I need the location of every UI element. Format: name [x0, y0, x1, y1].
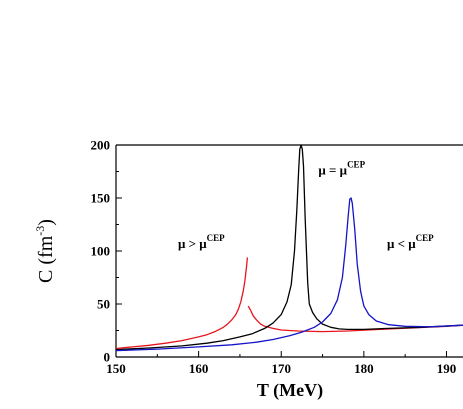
- series-line: [115, 144, 463, 351]
- curve-annotation: μ > μCEP: [178, 233, 225, 251]
- series-segment: [115, 197, 463, 352]
- annotation-base: μ < μ: [387, 236, 416, 251]
- series-line: [115, 257, 463, 350]
- ticks: 150 160 170 180 190 0 50 100 150 200: [91, 138, 457, 377]
- annotation-base: μ > μ: [178, 236, 207, 251]
- y-axis-title-base: C (fm: [35, 235, 57, 283]
- y-tick-label: 200: [91, 138, 111, 153]
- x-tick-label: 150: [106, 361, 126, 376]
- x-tick-label: 180: [354, 361, 374, 376]
- y-tick-label: 100: [91, 244, 111, 259]
- y-axis-title-exponent: -3: [33, 226, 47, 236]
- series-segment: [115, 144, 463, 351]
- annotation-superscript: CEP: [416, 233, 435, 243]
- svg-text:C (fm-3): C (fm-3): [33, 219, 57, 283]
- y-tick-label: 150: [91, 191, 111, 206]
- annotation-base: μ = μ: [318, 163, 347, 178]
- y-tick-label: 50: [97, 297, 110, 312]
- series-segment: [115, 257, 249, 350]
- y-tick-label: 0: [104, 350, 111, 365]
- curve-annotation: μ < μCEP: [387, 233, 434, 251]
- annotation-superscript: CEP: [347, 160, 366, 170]
- curve-annotation: μ = μCEP: [318, 160, 365, 178]
- x-tick-label: 190: [437, 361, 457, 376]
- series-line: [115, 197, 463, 352]
- x-tick-label: 160: [189, 361, 209, 376]
- series-layer: [115, 144, 463, 352]
- annotation-superscript: CEP: [207, 233, 226, 243]
- series-segment: [247, 305, 463, 333]
- plot-frame: [115, 144, 463, 358]
- x-tick-label: 170: [271, 361, 291, 376]
- y-axis-title: C (fm-3): [33, 219, 57, 283]
- y-axis-title-close: ): [35, 219, 57, 226]
- x-axis-title: T (MeV): [257, 380, 323, 401]
